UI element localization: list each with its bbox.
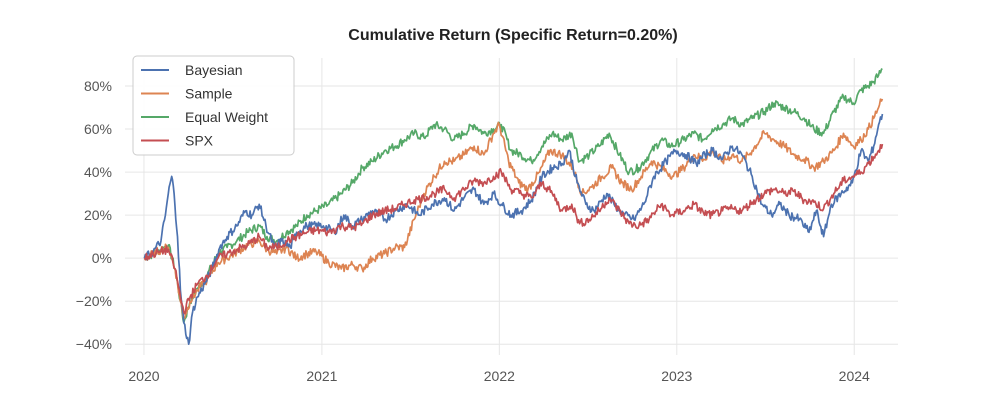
- y-tick-label: 20%: [84, 207, 112, 223]
- series-line-spx: [143, 143, 884, 315]
- y-axis-tick-labels: −40% −20% 0% 20% 40% 60% 80%: [76, 78, 112, 352]
- y-tick-label: −40%: [76, 336, 112, 352]
- series-line-equal-weight: [144, 68, 883, 324]
- y-tick-label: 40%: [84, 164, 112, 180]
- legend: Bayesian Sample Equal Weight SPX: [132, 55, 295, 156]
- legend-label: Bayesian: [185, 62, 243, 78]
- chart-title: Cumulative Return (Specific Return=0.20%…: [348, 27, 677, 44]
- x-tick-label: 2024: [839, 368, 870, 384]
- y-tick-label: 80%: [84, 78, 112, 94]
- series-line-bayesian: [143, 113, 884, 346]
- y-tick-label: 0%: [92, 250, 112, 266]
- x-tick-label: 2021: [306, 368, 337, 384]
- legend-label: SPX: [185, 133, 214, 149]
- x-tick-label: 2022: [484, 368, 515, 384]
- x-tick-label: 2023: [661, 368, 692, 384]
- legend-label: Sample: [185, 86, 233, 102]
- x-axis-tick-labels: 2020 2021 2022 2023 2024: [128, 368, 870, 384]
- legend-box: [132, 55, 295, 156]
- y-tick-label: −20%: [76, 293, 112, 309]
- legend-label: Equal Weight: [185, 109, 268, 125]
- y-tick-label: 60%: [84, 121, 112, 137]
- x-tick-label: 2020: [128, 368, 159, 384]
- series-lines: [143, 68, 884, 346]
